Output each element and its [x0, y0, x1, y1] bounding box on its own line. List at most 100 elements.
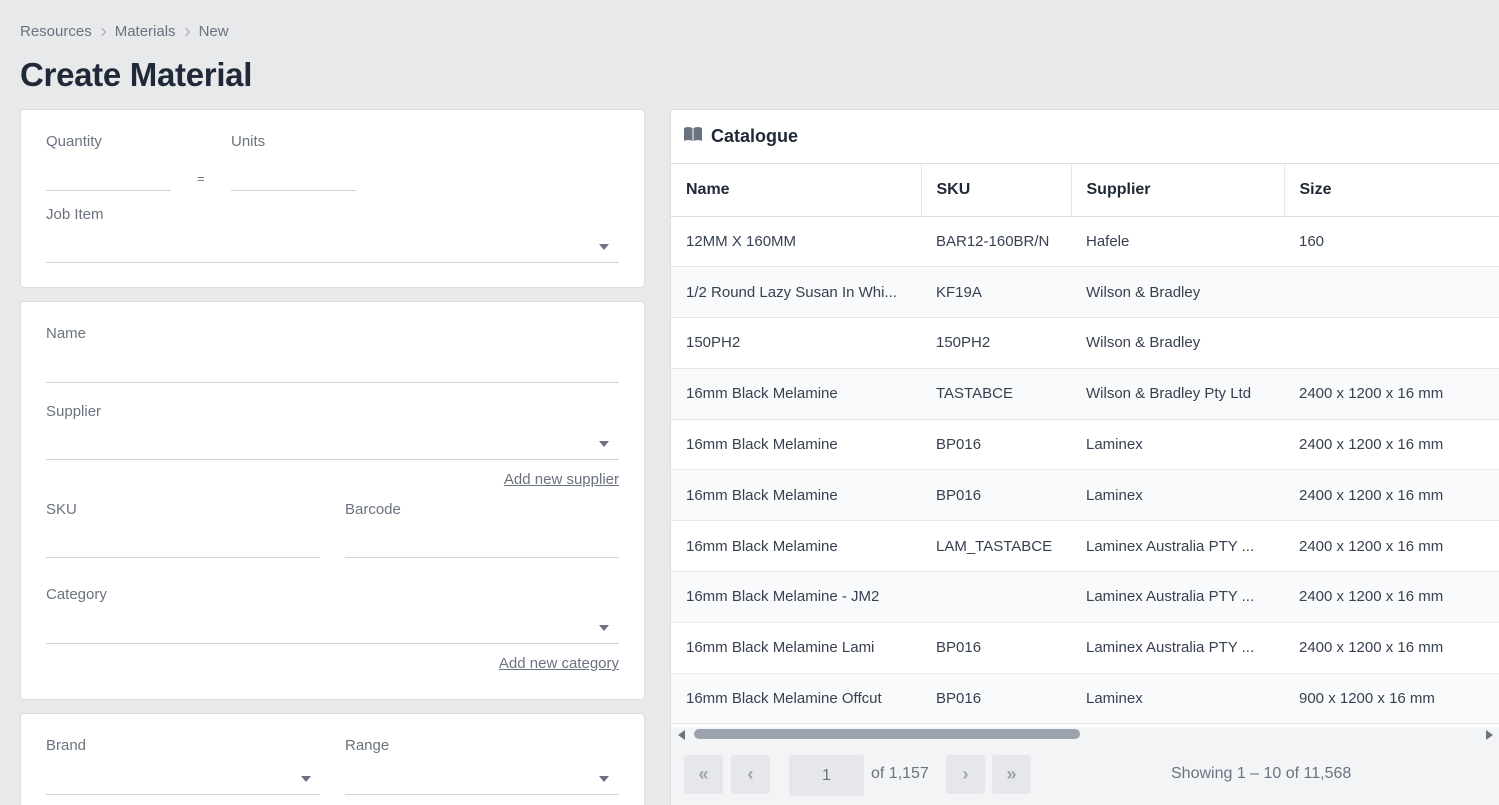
table-row[interactable]: 1/2 Round Lazy Susan In Whi... KF19A Wilso… [671, 266, 1499, 319]
range-label: Range [345, 737, 390, 754]
add-supplier-link[interactable]: Add new supplier [503, 471, 619, 488]
chevron-right-icon [181, 27, 190, 36]
cell-size: 2400 x 1200 x 16 mm [1284, 571, 1499, 623]
brand-select[interactable] [46, 794, 320, 795]
cell-supplier: Laminex Australia PTY ... [1071, 622, 1284, 674]
sku-label: SKU [46, 501, 77, 518]
cell-supplier: Wilson & Bradley [1071, 317, 1284, 369]
cell-supplier: Laminex Australia PTY ... [1071, 571, 1284, 623]
page-count-label: of 1,157 [871, 765, 929, 782]
category-label: Category [46, 586, 107, 603]
cell-name: 16mm Black Melamine [671, 469, 921, 522]
cell-sku: BP016 [921, 673, 1071, 725]
cell-supplier: Laminex Australia PTY ... [1071, 520, 1284, 573]
quantity-card: Quantity = Units Job Item [20, 109, 645, 288]
cell-sku: LAM_TASTABCE [921, 520, 1071, 573]
last-page-button[interactable]: » [992, 755, 1031, 794]
table-row[interactable]: 16mm Black Melamine BP016 Laminex 2400 x 12… [671, 419, 1499, 471]
sku-input[interactable] [46, 557, 320, 558]
chevron-down-icon[interactable] [301, 776, 311, 782]
column-header-supplier[interactable]: Supplier [1071, 164, 1285, 217]
cell-sku: TASTABCE [921, 368, 1071, 420]
column-header-sku[interactable]: SKU [921, 164, 1072, 217]
first-page-button[interactable]: « [684, 755, 723, 794]
job-item-select[interactable] [46, 262, 619, 263]
table-row[interactable]: 16mm Black Melamine - JM2 Laminex Austral… [671, 571, 1499, 623]
barcode-label: Barcode [345, 501, 401, 518]
cell-sku: BP016 [921, 419, 1071, 471]
cell-supplier: Hafele [1071, 216, 1284, 268]
cell-size: 2400 x 1200 x 16 mm [1284, 622, 1499, 674]
barcode-input[interactable] [345, 557, 619, 558]
cell-supplier: Laminex [1071, 469, 1284, 522]
scroll-right-icon[interactable] [1486, 730, 1493, 740]
page-title: Create Material [20, 56, 253, 93]
previous-page-button[interactable]: ‹ [731, 755, 770, 794]
cell-name: 16mm Black Melamine [671, 419, 921, 471]
equals-sign: = [197, 171, 205, 186]
catalogue-table: Name SKU Supplier Size 12MM X 160MM BAR12… [671, 164, 1499, 725]
quantity-input[interactable] [46, 190, 171, 191]
cell-supplier: Wilson & Bradley Pty Ltd [1071, 368, 1284, 420]
supplier-select[interactable] [46, 459, 619, 460]
column-header-size[interactable]: Size [1284, 164, 1499, 217]
cell-size: 2400 x 1200 x 16 mm [1284, 368, 1499, 420]
horizontal-scrollbar[interactable] [671, 727, 1499, 741]
double-chevron-left-icon: « [698, 764, 709, 784]
chevron-right-icon: › [962, 764, 969, 784]
catalogue-panel: Catalogue Name SKU Supplier Size 12MM X … [670, 109, 1499, 805]
breadcrumb: Resources Materials New [20, 23, 229, 40]
column-header-name[interactable]: Name [671, 164, 922, 217]
table-row[interactable]: 16mm Black Melamine TASTABCE Wilson & Brad… [671, 368, 1499, 420]
cell-sku: KF19A [921, 266, 1071, 319]
brand-label: Brand [46, 737, 87, 754]
details-card: Name Supplier Add new supplier SKU Barco… [20, 301, 645, 700]
cell-sku: BAR12-160BR/N [921, 216, 1071, 268]
scrollbar-thumb[interactable] [694, 729, 1080, 739]
table-row[interactable]: 12MM X 160MM BAR12-160BR/N Hafele 160 [671, 216, 1499, 268]
cell-sku: BP016 [921, 469, 1071, 522]
name-label: Name [46, 325, 87, 342]
cell-supplier: Wilson & Bradley [1071, 266, 1284, 319]
chevron-down-icon[interactable] [599, 244, 609, 250]
name-input[interactable] [46, 382, 619, 383]
cell-supplier: Laminex [1071, 419, 1284, 471]
table-row[interactable]: 16mm Black Melamine LAM_TASTABCE Laminex A… [671, 520, 1499, 573]
showing-count-label: Showing 1 – 10 of 11,568 [1171, 765, 1352, 782]
supplier-label: Supplier [46, 403, 102, 420]
scroll-left-icon[interactable] [678, 730, 685, 740]
units-input[interactable] [231, 190, 356, 191]
chevron-left-icon: ‹ [747, 764, 754, 784]
range-select[interactable] [345, 794, 619, 795]
table-row[interactable]: 16mm Black Melamine BP016 Laminex 2400 x 12… [671, 469, 1499, 522]
breadcrumb-materials[interactable]: Materials [114, 23, 176, 40]
chevron-down-icon[interactable] [599, 776, 609, 782]
table-row[interactable]: 16mm Black Melamine Lami BP016 Laminex Aus… [671, 622, 1499, 674]
chevron-down-icon[interactable] [599, 625, 609, 631]
cell-sku: BP016 [921, 622, 1071, 674]
table-row[interactable]: 16mm Black Melamine Offcut BP016 Laminex 90… [671, 673, 1499, 725]
cell-size: 2400 x 1200 x 16 mm [1284, 419, 1499, 471]
quantity-label: Quantity [46, 133, 102, 150]
cell-name: 16mm Black Melamine Offcut [671, 673, 921, 725]
cell-size [1284, 266, 1499, 319]
next-page-button[interactable]: › [946, 755, 985, 794]
cell-name: 1/2 Round Lazy Susan In Whi... [671, 266, 921, 319]
category-select[interactable] [46, 643, 619, 644]
cell-sku: 150PH2 [921, 317, 1071, 369]
page-number-input[interactable] [789, 755, 864, 796]
job-item-label: Job Item [46, 206, 104, 223]
breadcrumb-resources[interactable]: Resources [20, 23, 92, 40]
table-header-row: Name SKU Supplier Size [671, 164, 1499, 217]
cell-name: 12MM X 160MM [671, 216, 921, 268]
double-chevron-right-icon: » [1006, 764, 1017, 784]
cell-size: 2400 x 1200 x 16 mm [1284, 469, 1499, 522]
add-category-link[interactable]: Add new category [498, 655, 619, 672]
book-icon [683, 126, 703, 147]
chevron-down-icon[interactable] [599, 441, 609, 447]
cell-name: 16mm Black Melamine [671, 520, 921, 573]
cell-supplier: Laminex [1071, 673, 1284, 725]
cell-sku [921, 571, 1071, 623]
table-row[interactable]: 150PH2 150PH2 Wilson & Bradley [671, 317, 1499, 369]
cell-size: 2400 x 1200 x 16 mm [1284, 520, 1499, 573]
